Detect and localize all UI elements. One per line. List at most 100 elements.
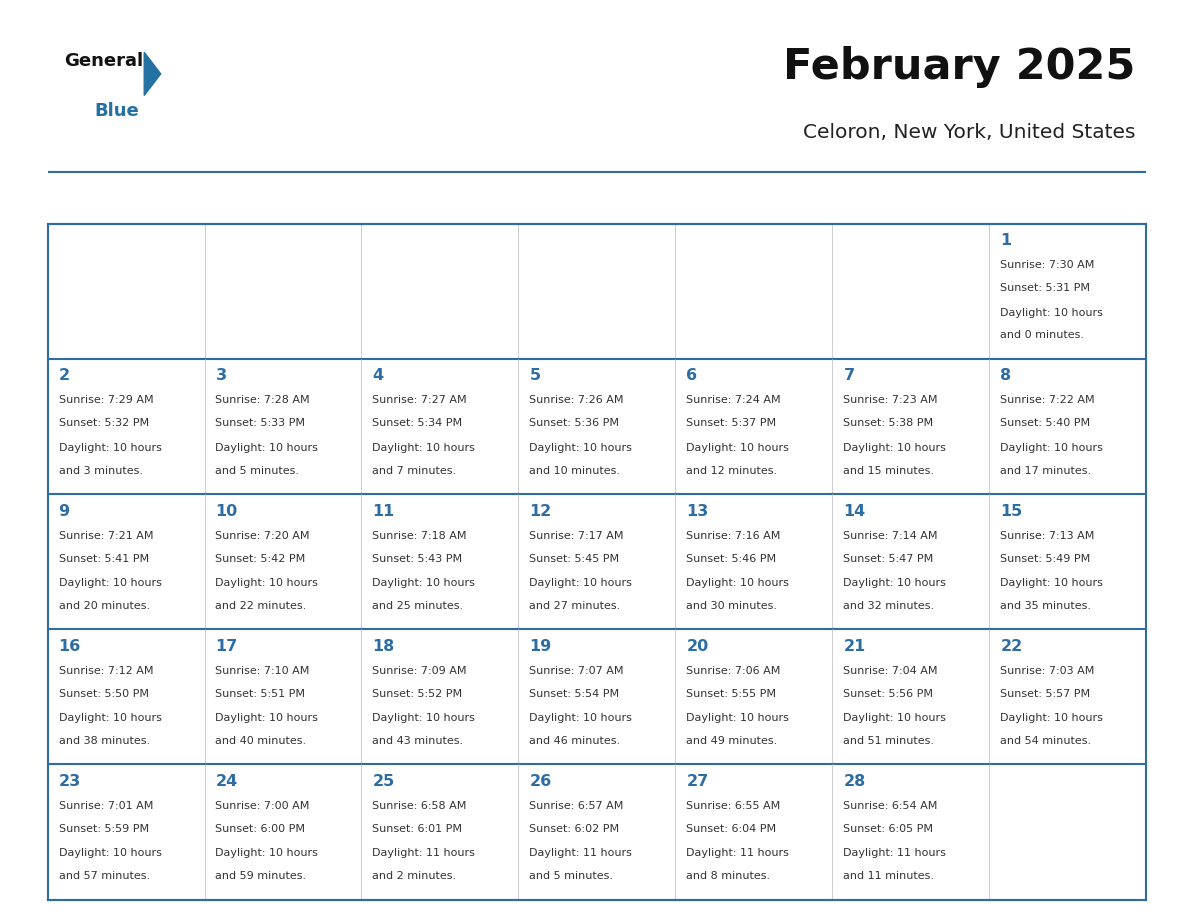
Text: Sunset: 5:42 PM: Sunset: 5:42 PM bbox=[215, 554, 305, 564]
Text: Sunset: 5:57 PM: Sunset: 5:57 PM bbox=[1000, 688, 1091, 699]
Text: Sunrise: 7:06 AM: Sunrise: 7:06 AM bbox=[687, 666, 781, 676]
Text: Sunrise: 7:24 AM: Sunrise: 7:24 AM bbox=[687, 396, 781, 406]
Text: Daylight: 10 hours: Daylight: 10 hours bbox=[58, 713, 162, 723]
Text: Sunset: 6:02 PM: Sunset: 6:02 PM bbox=[530, 824, 620, 834]
Text: and 57 minutes.: and 57 minutes. bbox=[58, 871, 150, 881]
Text: and 2 minutes.: and 2 minutes. bbox=[373, 871, 456, 881]
Text: 24: 24 bbox=[215, 774, 238, 789]
Text: Sunrise: 7:22 AM: Sunrise: 7:22 AM bbox=[1000, 396, 1095, 406]
Text: Friday: Friday bbox=[843, 191, 887, 206]
Text: Sunset: 5:40 PM: Sunset: 5:40 PM bbox=[1000, 419, 1091, 429]
Text: Daylight: 10 hours: Daylight: 10 hours bbox=[843, 713, 947, 723]
Text: Daylight: 10 hours: Daylight: 10 hours bbox=[687, 713, 789, 723]
Text: Sunrise: 7:01 AM: Sunrise: 7:01 AM bbox=[58, 800, 153, 811]
Text: 16: 16 bbox=[58, 639, 81, 654]
Text: Sunset: 5:36 PM: Sunset: 5:36 PM bbox=[530, 419, 619, 429]
Text: Sunrise: 7:12 AM: Sunrise: 7:12 AM bbox=[58, 666, 153, 676]
Text: and 22 minutes.: and 22 minutes. bbox=[215, 601, 307, 610]
Text: Sunrise: 7:04 AM: Sunrise: 7:04 AM bbox=[843, 666, 939, 676]
Text: Sunset: 5:31 PM: Sunset: 5:31 PM bbox=[1000, 283, 1091, 293]
Text: 27: 27 bbox=[687, 774, 709, 789]
Text: 19: 19 bbox=[530, 639, 551, 654]
Text: Sunday: Sunday bbox=[58, 191, 114, 206]
Text: Sunrise: 7:21 AM: Sunrise: 7:21 AM bbox=[58, 531, 153, 541]
Text: Sunrise: 7:30 AM: Sunrise: 7:30 AM bbox=[1000, 260, 1095, 270]
Text: Daylight: 11 hours: Daylight: 11 hours bbox=[843, 848, 947, 858]
Text: Sunset: 5:45 PM: Sunset: 5:45 PM bbox=[530, 554, 620, 564]
Text: 20: 20 bbox=[687, 639, 709, 654]
Text: Daylight: 10 hours: Daylight: 10 hours bbox=[373, 713, 475, 723]
Text: Daylight: 10 hours: Daylight: 10 hours bbox=[373, 442, 475, 453]
Text: 8: 8 bbox=[1000, 368, 1011, 384]
Text: 11: 11 bbox=[373, 504, 394, 519]
Text: Sunrise: 7:00 AM: Sunrise: 7:00 AM bbox=[215, 800, 310, 811]
Text: Sunrise: 7:23 AM: Sunrise: 7:23 AM bbox=[843, 396, 939, 406]
Text: Sunrise: 6:54 AM: Sunrise: 6:54 AM bbox=[843, 800, 937, 811]
Text: 22: 22 bbox=[1000, 639, 1023, 654]
Text: 10: 10 bbox=[215, 504, 238, 519]
Text: Sunset: 6:00 PM: Sunset: 6:00 PM bbox=[215, 824, 305, 834]
Text: 2: 2 bbox=[58, 368, 70, 384]
Text: Sunset: 5:46 PM: Sunset: 5:46 PM bbox=[687, 554, 777, 564]
Text: Sunset: 5:37 PM: Sunset: 5:37 PM bbox=[687, 419, 777, 429]
Text: Sunrise: 7:26 AM: Sunrise: 7:26 AM bbox=[530, 396, 624, 406]
Text: Sunrise: 7:18 AM: Sunrise: 7:18 AM bbox=[373, 531, 467, 541]
Text: Daylight: 11 hours: Daylight: 11 hours bbox=[530, 848, 632, 858]
Text: Sunset: 5:56 PM: Sunset: 5:56 PM bbox=[843, 688, 934, 699]
Text: Daylight: 11 hours: Daylight: 11 hours bbox=[687, 848, 789, 858]
Text: Daylight: 10 hours: Daylight: 10 hours bbox=[58, 848, 162, 858]
Text: Sunset: 5:43 PM: Sunset: 5:43 PM bbox=[373, 554, 462, 564]
Text: 21: 21 bbox=[843, 639, 866, 654]
Text: 3: 3 bbox=[215, 368, 227, 384]
Text: and 15 minutes.: and 15 minutes. bbox=[843, 465, 935, 476]
Text: Sunset: 5:33 PM: Sunset: 5:33 PM bbox=[215, 419, 305, 429]
Text: Sunrise: 7:13 AM: Sunrise: 7:13 AM bbox=[1000, 531, 1095, 541]
Text: and 8 minutes.: and 8 minutes. bbox=[687, 871, 771, 881]
Text: Daylight: 10 hours: Daylight: 10 hours bbox=[58, 442, 162, 453]
Text: Sunset: 5:38 PM: Sunset: 5:38 PM bbox=[843, 419, 934, 429]
Text: and 43 minutes.: and 43 minutes. bbox=[373, 736, 463, 746]
Text: Sunset: 5:59 PM: Sunset: 5:59 PM bbox=[58, 824, 148, 834]
Text: and 27 minutes.: and 27 minutes. bbox=[530, 601, 620, 610]
Text: Sunrise: 7:03 AM: Sunrise: 7:03 AM bbox=[1000, 666, 1095, 676]
Text: Sunrise: 7:20 AM: Sunrise: 7:20 AM bbox=[215, 531, 310, 541]
Text: Sunset: 6:04 PM: Sunset: 6:04 PM bbox=[687, 824, 777, 834]
Text: and 25 minutes.: and 25 minutes. bbox=[373, 601, 463, 610]
Text: Sunset: 5:54 PM: Sunset: 5:54 PM bbox=[530, 688, 620, 699]
Text: Sunrise: 7:16 AM: Sunrise: 7:16 AM bbox=[687, 531, 781, 541]
Polygon shape bbox=[144, 52, 160, 95]
Text: Daylight: 10 hours: Daylight: 10 hours bbox=[58, 578, 162, 588]
Text: 7: 7 bbox=[843, 368, 854, 384]
Text: Celoron, New York, United States: Celoron, New York, United States bbox=[803, 123, 1136, 142]
Text: Sunrise: 6:55 AM: Sunrise: 6:55 AM bbox=[687, 800, 781, 811]
Text: Daylight: 10 hours: Daylight: 10 hours bbox=[687, 578, 789, 588]
Text: Sunrise: 7:10 AM: Sunrise: 7:10 AM bbox=[215, 666, 310, 676]
Text: Daylight: 10 hours: Daylight: 10 hours bbox=[530, 442, 632, 453]
Text: Daylight: 10 hours: Daylight: 10 hours bbox=[530, 713, 632, 723]
Text: Daylight: 10 hours: Daylight: 10 hours bbox=[1000, 442, 1104, 453]
Text: 15: 15 bbox=[1000, 504, 1023, 519]
Text: and 5 minutes.: and 5 minutes. bbox=[530, 871, 613, 881]
Text: 12: 12 bbox=[530, 504, 551, 519]
Text: and 49 minutes.: and 49 minutes. bbox=[687, 736, 778, 746]
Text: Sunrise: 7:17 AM: Sunrise: 7:17 AM bbox=[530, 531, 624, 541]
Text: Sunrise: 7:14 AM: Sunrise: 7:14 AM bbox=[843, 531, 939, 541]
Text: and 5 minutes.: and 5 minutes. bbox=[215, 465, 299, 476]
Text: Daylight: 10 hours: Daylight: 10 hours bbox=[373, 578, 475, 588]
Text: and 7 minutes.: and 7 minutes. bbox=[373, 465, 456, 476]
Text: Sunset: 5:52 PM: Sunset: 5:52 PM bbox=[373, 688, 462, 699]
Text: 25: 25 bbox=[373, 774, 394, 789]
Text: and 30 minutes.: and 30 minutes. bbox=[687, 601, 777, 610]
Text: Sunset: 5:55 PM: Sunset: 5:55 PM bbox=[687, 688, 777, 699]
Text: 17: 17 bbox=[215, 639, 238, 654]
Text: 5: 5 bbox=[530, 368, 541, 384]
Text: 28: 28 bbox=[843, 774, 866, 789]
Text: and 3 minutes.: and 3 minutes. bbox=[58, 465, 143, 476]
Text: and 59 minutes.: and 59 minutes. bbox=[215, 871, 307, 881]
Text: 14: 14 bbox=[843, 504, 866, 519]
Text: and 11 minutes.: and 11 minutes. bbox=[843, 871, 935, 881]
Text: Monday: Monday bbox=[215, 191, 273, 206]
Text: Sunrise: 7:29 AM: Sunrise: 7:29 AM bbox=[58, 396, 153, 406]
Text: 26: 26 bbox=[530, 774, 551, 789]
Text: Sunrise: 7:28 AM: Sunrise: 7:28 AM bbox=[215, 396, 310, 406]
